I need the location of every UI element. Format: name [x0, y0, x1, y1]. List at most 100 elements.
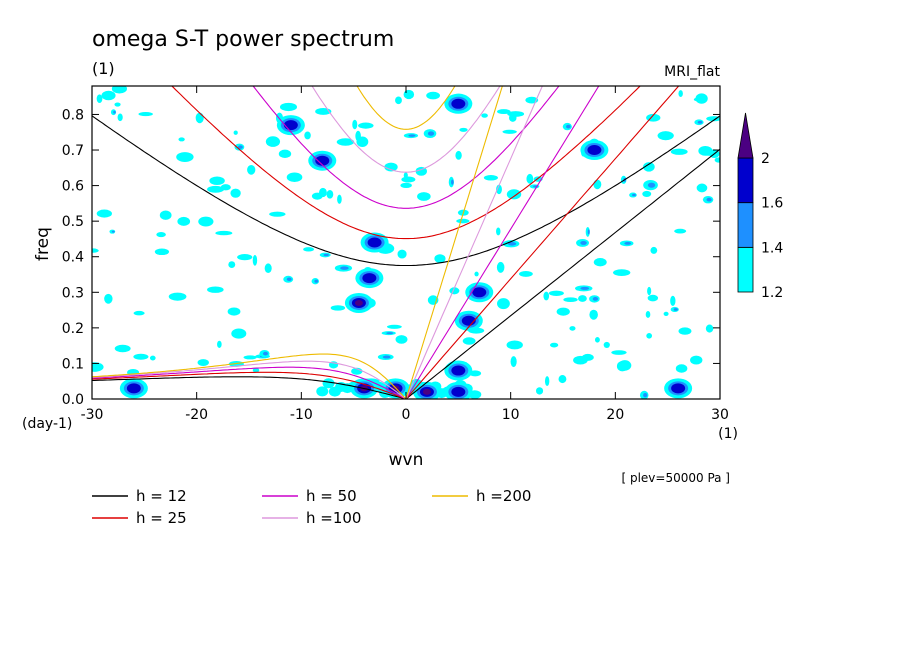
speckle-region	[510, 356, 517, 368]
speckle-region	[195, 112, 204, 124]
speckle-region	[247, 164, 256, 175]
speckle-region	[400, 182, 412, 188]
speckle-region	[650, 246, 658, 254]
significant-region	[283, 120, 298, 131]
speckle-region	[705, 324, 714, 333]
speckle-region	[519, 271, 533, 277]
speckle-region	[286, 172, 303, 183]
speckle-core	[113, 110, 116, 114]
speckle-region	[618, 360, 632, 371]
speckle-region	[569, 326, 576, 331]
speckle-core	[697, 120, 703, 124]
speckle-region	[678, 327, 692, 335]
significant-region	[315, 155, 330, 166]
colorbar-label: 1.4	[761, 240, 783, 256]
speckle-region	[92, 362, 104, 372]
speckle-core	[647, 182, 656, 188]
speckle-region	[578, 295, 587, 302]
speckle-region	[198, 216, 214, 227]
speckle-region	[647, 294, 659, 302]
speckle-region	[215, 230, 233, 236]
legend-label: h = 50	[306, 487, 357, 505]
speckle-region	[397, 249, 407, 259]
speckle-region	[593, 257, 607, 267]
low-freq-region	[316, 386, 329, 397]
speckle-region	[643, 162, 655, 172]
speckle-core	[451, 179, 454, 185]
speckle-region	[496, 184, 502, 195]
speckle-region	[700, 149, 716, 156]
x-tick-label: -10	[290, 407, 313, 423]
y-tick-label: 0.5	[62, 214, 84, 230]
speckle-core	[262, 351, 269, 356]
speckle-region	[593, 179, 602, 190]
significant-region	[451, 386, 466, 397]
speckle-region	[459, 127, 468, 132]
speckle-region	[611, 350, 627, 355]
speckle-core	[340, 266, 349, 270]
x-tick-label: -20	[185, 407, 208, 423]
speckle-region	[207, 286, 224, 293]
speckle-region	[693, 97, 707, 102]
colorbar-label: 1.2	[761, 285, 783, 301]
colorbar-label: 1.6	[761, 196, 783, 212]
colorbar: 1.2 1.4 1.6 2	[737, 112, 783, 301]
kelvin-wave-curve	[405, 148, 720, 399]
speckle-region	[415, 166, 427, 176]
speckle-region	[678, 90, 683, 98]
speckle-region	[613, 269, 631, 277]
speckle-region	[663, 311, 669, 316]
gravity-wave-curve	[311, 86, 501, 173]
speckle-region	[330, 305, 346, 311]
speckle-region	[556, 307, 570, 316]
gravity-wave-curve	[92, 115, 720, 267]
legend-label: h =200	[476, 487, 531, 505]
speckle-region	[474, 271, 479, 277]
speckle-core	[580, 286, 590, 290]
rossby-wave-curve	[92, 366, 407, 399]
kelvin-wave-curve	[405, 86, 600, 399]
speckle-region	[455, 150, 462, 160]
rossby-wave-curve	[92, 353, 407, 399]
speckle-region	[646, 333, 653, 339]
rossby-wave-curve	[92, 376, 407, 399]
speckle-region	[168, 292, 187, 301]
speckle-core	[587, 229, 590, 235]
speckle-region	[506, 189, 522, 200]
speckle-core	[673, 308, 678, 311]
speckle-region	[526, 173, 534, 184]
y-unit-label: (day-1)	[22, 416, 72, 432]
speckle-region	[573, 355, 588, 365]
legend-label: h =100	[306, 509, 361, 527]
speckle-region	[497, 109, 511, 115]
speckle-region	[497, 298, 510, 310]
speckle-region	[176, 152, 194, 162]
speckle-region	[690, 355, 703, 365]
speckle-region	[178, 137, 185, 142]
speckle-region	[233, 130, 238, 135]
speckle-region	[462, 337, 476, 345]
speckle-core	[624, 241, 632, 245]
speckle-region	[384, 162, 398, 172]
speckle-region	[243, 355, 257, 360]
speckle-region	[114, 102, 121, 107]
speckle-core	[643, 392, 648, 398]
speckle-core	[507, 241, 517, 246]
speckle-core	[382, 355, 391, 359]
speckle-region	[265, 136, 281, 147]
low-freq-region	[322, 378, 335, 389]
gravity-wave-curve	[356, 86, 456, 130]
significance-regions	[92, 86, 720, 399]
speckle-region	[114, 344, 131, 353]
speckle-region	[403, 89, 415, 100]
speckle-region	[603, 341, 610, 349]
legend-label: h = 12	[136, 487, 187, 505]
speckle-region	[395, 96, 402, 105]
colorbar-label: 2	[761, 151, 770, 167]
y-tick-label: 0.4	[62, 250, 84, 266]
significant-region	[671, 383, 686, 394]
speckle-region	[209, 176, 225, 186]
speckle-region	[138, 111, 153, 117]
speckle-region	[117, 113, 123, 122]
speckle-region	[228, 261, 236, 268]
